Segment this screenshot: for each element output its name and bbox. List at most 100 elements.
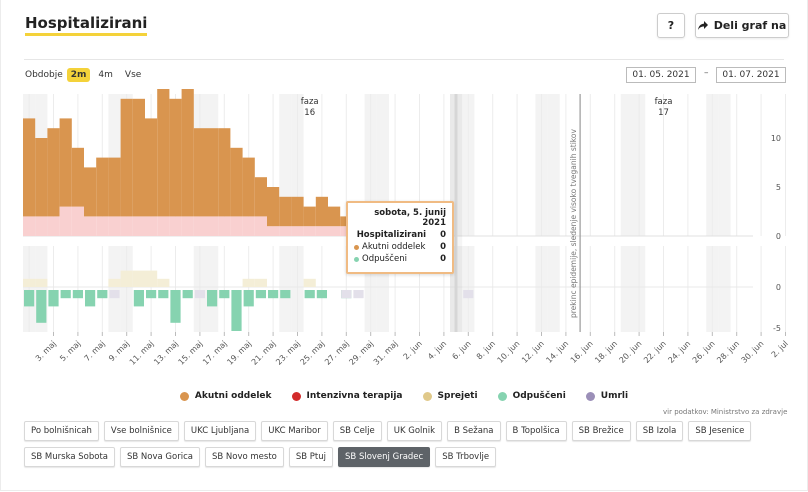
legend-item-deceased[interactable]: Umrli xyxy=(585,391,629,401)
bar-discharged xyxy=(207,290,218,307)
y-tick-label-top: 5 xyxy=(776,183,781,192)
x-tick-label: 11. maj xyxy=(128,339,156,367)
filter-button-sb-jesenice[interactable]: SB Jesenice xyxy=(688,421,752,441)
bar-icu xyxy=(96,216,109,236)
filter-button-sb-trbovlje[interactable]: SB Trbovlje xyxy=(435,447,497,467)
bar-acute xyxy=(303,206,316,227)
bar-icu xyxy=(120,216,133,236)
annotation-phase-number: 17 xyxy=(658,108,669,118)
filter-button-sb-nova-gorica[interactable]: SB Nova Gorica xyxy=(120,447,200,467)
bar-icu xyxy=(181,216,194,236)
bar-discharged xyxy=(60,290,71,299)
filter-button-ukc-ljubljana[interactable]: UKC Ljubljana xyxy=(183,421,257,441)
bar-admitted xyxy=(35,278,48,287)
filter-button-sb-brezice[interactable]: SB Brežice xyxy=(571,421,631,441)
bar-icu xyxy=(145,216,158,236)
bar-icu xyxy=(279,226,292,236)
x-tick-label: 8. jun xyxy=(475,339,497,361)
legend-dot-icon xyxy=(291,391,301,401)
filter-button-po-bolnisnicah[interactable]: Po bolnišnicah xyxy=(24,421,99,441)
x-tick-label: 19. maj xyxy=(225,339,253,367)
legend-item-icu[interactable]: Intenzivna terapija xyxy=(291,391,403,401)
weekend-band-bottom xyxy=(279,246,292,332)
share-icon xyxy=(697,21,708,30)
bar-icu xyxy=(291,226,304,236)
data-source: vir podatkov: Ministrstvo za zdravje xyxy=(663,408,788,416)
date-range-separator: – xyxy=(704,68,709,78)
legend-item-acute[interactable]: Akutni oddelek xyxy=(179,391,272,401)
legend-label: Umrli xyxy=(600,391,629,401)
bar-discharged xyxy=(280,290,291,299)
filter-button-sb-ptuj[interactable]: SB Ptuj xyxy=(288,447,334,467)
bar-discharged xyxy=(316,290,327,299)
filter-button-vse-bolnisnice[interactable]: Vse bolnišnice xyxy=(103,421,179,441)
y-tick-label-top: 10 xyxy=(771,134,781,143)
legend-label: Intenzivna terapija xyxy=(306,391,403,401)
tooltip-value: 0 xyxy=(440,254,446,264)
help-button[interactable]: ? xyxy=(657,13,685,38)
filter-button-ukc-maribor[interactable]: UKC Maribor xyxy=(261,421,328,441)
bar-acute xyxy=(71,147,84,207)
bar-icu xyxy=(254,216,267,236)
bar-discharged xyxy=(231,290,242,331)
period-option-all[interactable]: Vse xyxy=(124,70,142,80)
x-tick-label: 27. maj xyxy=(323,339,351,367)
bar-icu xyxy=(47,216,60,236)
date-to-input[interactable]: 01. 07. 2021 xyxy=(716,67,786,83)
filter-button-b-topolsica[interactable]: B Topolšica xyxy=(505,421,567,441)
filter-button-sb-slovenj-gradec[interactable]: SB Slovenj Gradec xyxy=(338,447,431,467)
x-tick-label: 31. maj xyxy=(372,339,400,367)
share-button[interactable]: Deli graf na xyxy=(695,13,789,38)
legend-item-discharged[interactable]: Odpuščeni xyxy=(497,391,566,401)
annotation-phase-label: faza xyxy=(655,97,673,107)
weekend-band-bottom xyxy=(620,246,633,332)
bar-admitted xyxy=(120,270,133,287)
bar-icu xyxy=(71,206,84,236)
date-from-input[interactable]: 01. 05. 2021 xyxy=(626,67,696,83)
y-tick-label-top: 0 xyxy=(776,232,781,241)
legend-label: Sprejeti xyxy=(437,391,478,401)
x-tick-label: 10. jun xyxy=(496,339,522,365)
x-tick-label: 2. jul xyxy=(770,339,790,359)
x-tick-label: 25. maj xyxy=(299,339,327,367)
period-option-2m[interactable]: 2m xyxy=(66,68,91,82)
bar-deceased xyxy=(109,290,120,299)
legend-item-admitted[interactable]: Sprejeti xyxy=(422,391,478,401)
header-divider xyxy=(24,59,784,60)
legend-dot-icon xyxy=(179,391,189,401)
tooltip-row-acute: Akutni oddelek 0 xyxy=(348,240,452,252)
bar-icu xyxy=(303,226,316,236)
bar-acute xyxy=(157,89,170,217)
bar-admitted xyxy=(132,270,145,287)
bar-deceased xyxy=(194,290,205,299)
period-option-4m[interactable]: 4m xyxy=(98,70,113,80)
x-tick-label: 12. jun xyxy=(520,339,546,365)
filter-button-sb-izola[interactable]: SB Izola xyxy=(635,421,684,441)
filter-button-sb-celje[interactable]: SB Celje xyxy=(332,421,382,441)
filter-button-b-sezana[interactable]: B Sežana xyxy=(447,421,501,441)
x-tick-label: 18. jun xyxy=(593,339,619,365)
x-tick-label: 30. jun xyxy=(740,339,766,365)
bar-icu xyxy=(84,216,97,236)
bar-acute xyxy=(315,196,328,227)
bar-discharged xyxy=(158,290,169,299)
bar-discharged xyxy=(243,290,254,307)
bar-acute xyxy=(120,98,133,217)
bar-acute xyxy=(132,98,145,217)
bar-admitted xyxy=(303,278,316,287)
bar-discharged xyxy=(182,290,193,299)
filter-button-sb-murska-sobota[interactable]: SB Murska Sobota xyxy=(24,447,115,467)
bar-icu xyxy=(132,216,145,236)
bar-icu xyxy=(328,226,341,236)
filter-button-sb-novo-mesto[interactable]: SB Novo mesto xyxy=(204,447,284,467)
tooltip-value: 0 xyxy=(440,242,446,252)
legend-dot-icon xyxy=(585,391,595,401)
bar-admitted xyxy=(23,278,36,287)
tooltip-label: Akutni oddelek xyxy=(362,242,426,252)
x-tick-label: 7. maj xyxy=(83,339,107,363)
hospital-filter-row-1: Po bolnišnicah Vse bolnišnice UKC Ljubljan… xyxy=(24,421,784,441)
filter-button-uk-golnik[interactable]: UK Golnik xyxy=(386,421,443,441)
tooltip-row-hospitalized: Hospitalizirani 0 xyxy=(348,228,452,240)
annotation-event-label: prekinc epidemije, sledenje visoko tvega… xyxy=(569,129,578,318)
